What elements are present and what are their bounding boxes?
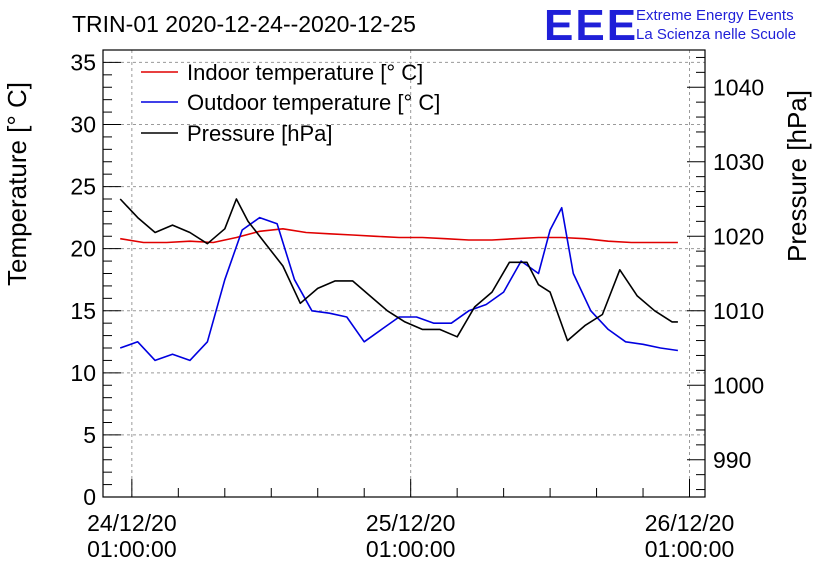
legend-label-indoor: Indoor temperature [° C] [187, 60, 423, 85]
y-tick-label: 30 [70, 112, 96, 138]
y2-tick-label: 1020 [713, 223, 764, 249]
plot-frame [102, 49, 706, 498]
indoor-temperature-line [120, 228, 678, 244]
y-tick-label: 20 [70, 236, 96, 262]
org-name-line2: La Scienza nelle Scuole [636, 26, 796, 43]
x-tick-time-label: 01:00:00 [645, 536, 735, 562]
y2-tick-label: 1040 [713, 74, 764, 100]
series-layer [119, 198, 679, 362]
y-axis-title: Temperature [° C] [2, 82, 32, 286]
outdoor-temperature-line [119, 206, 679, 362]
y2-tick-label: 1010 [713, 298, 764, 324]
org-name-line1: Extreme Energy Events [636, 7, 794, 24]
axis-layer: 0 5 10 15 20 25 30 35 990 1000 1010 1020 1030 1040 24/… [70, 49, 764, 562]
y-tick-label: 15 [70, 298, 96, 324]
legend: Indoor temperature [° C] Outdoor tempera… [141, 60, 440, 146]
y-tick-label: 25 [70, 174, 96, 200]
pressure-line [119, 198, 678, 342]
y2-tick-label: 990 [713, 447, 751, 473]
y-tick-label: 5 [83, 422, 96, 448]
grid-layer [103, 50, 705, 497]
chart-title: TRIN-01 2020-12-24--2020-12-25 [72, 11, 416, 37]
y2-tick-label: 1000 [713, 372, 764, 398]
y-tick-label: 10 [70, 360, 96, 386]
x-tick-time-label: 01:00:00 [366, 536, 456, 562]
eee-logo: EEE [544, 1, 638, 50]
x-tick-date-label: 25/12/20 [366, 510, 456, 536]
y-tick-label: 35 [70, 49, 96, 75]
legend-label-pressure: Pressure [hPa] [187, 121, 333, 146]
x-tick-date-label: 24/12/20 [87, 510, 177, 536]
y2-axis-title: Pressure [hPa] [782, 90, 812, 262]
y2-tick-label: 1030 [713, 149, 764, 175]
x-tick-date-label: 26/12/20 [645, 510, 735, 536]
legend-label-outdoor: Outdoor temperature [° C] [187, 90, 440, 115]
y-tick-label: 0 [83, 484, 96, 510]
x-tick-time-label: 01:00:00 [87, 536, 177, 562]
